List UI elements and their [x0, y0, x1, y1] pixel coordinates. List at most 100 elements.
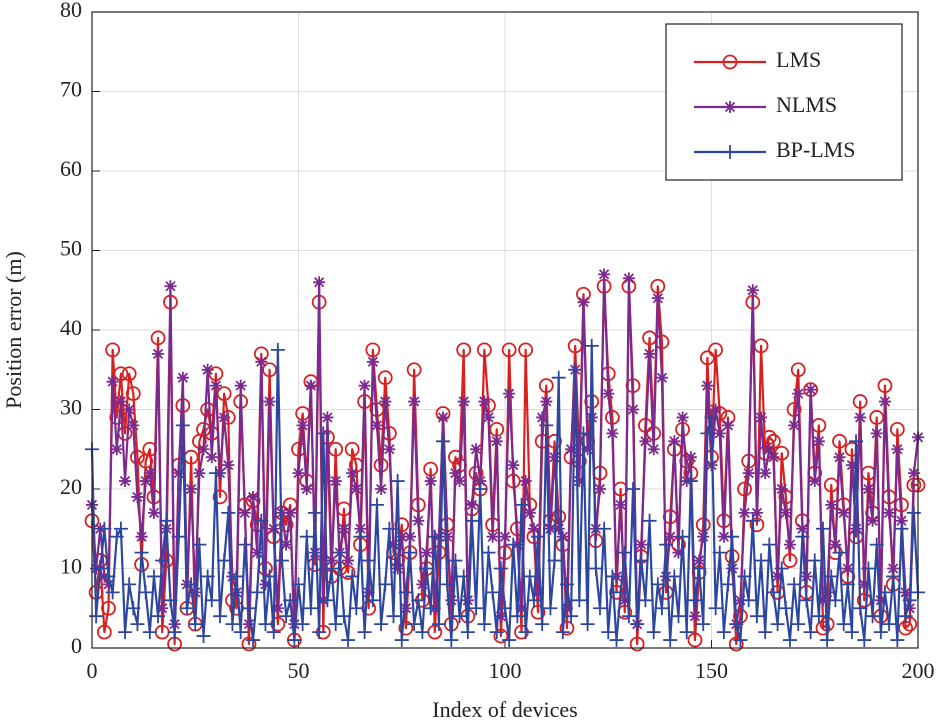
y-tick-label: 20 [60, 474, 82, 499]
marker [597, 521, 612, 536]
marker [346, 467, 359, 480]
marker [457, 395, 470, 408]
marker [143, 467, 156, 480]
marker [593, 483, 606, 495]
marker [204, 593, 219, 608]
marker [891, 443, 904, 456]
marker [618, 594, 631, 607]
plot-border [91, 11, 919, 649]
marker [259, 578, 272, 591]
marker [366, 355, 379, 368]
y-tick-label: 60 [60, 156, 82, 181]
marker [862, 483, 875, 495]
marker [617, 545, 632, 560]
marker [138, 585, 153, 600]
marker [712, 545, 727, 560]
marker [303, 601, 318, 616]
marker [493, 628, 509, 644]
marker [564, 609, 579, 624]
y-axis-label: Position error (m) [1, 251, 26, 409]
marker [726, 562, 739, 575]
marker [548, 451, 561, 464]
marker [841, 562, 854, 575]
marker [213, 609, 228, 624]
marker [97, 521, 112, 536]
marker [274, 553, 289, 568]
marker [113, 521, 128, 536]
marker [642, 513, 657, 528]
marker [796, 522, 809, 535]
marker [379, 395, 392, 408]
marker [840, 577, 855, 592]
marker [316, 426, 331, 441]
marker [241, 601, 256, 616]
marker [737, 569, 752, 584]
marker [278, 517, 294, 533]
marker [172, 467, 185, 480]
marker [782, 633, 797, 648]
marker [733, 608, 748, 624]
marker [362, 586, 375, 599]
marker [630, 617, 645, 632]
marker [530, 604, 546, 620]
marker [209, 379, 222, 392]
marker [833, 451, 846, 464]
marker [755, 411, 768, 424]
marker [200, 569, 215, 584]
marker [898, 609, 913, 624]
marker [693, 554, 706, 567]
marker [332, 545, 347, 560]
marker [493, 561, 508, 576]
marker [869, 410, 885, 425]
marker [613, 585, 628, 600]
marker [279, 609, 294, 624]
marker [724, 101, 736, 113]
marker [899, 586, 912, 599]
marker [453, 475, 466, 488]
marker [365, 593, 380, 608]
marker [502, 633, 517, 648]
marker [551, 370, 566, 385]
marker [902, 616, 918, 632]
marker [518, 625, 533, 640]
marker [592, 601, 607, 616]
marker [774, 561, 789, 576]
marker [101, 569, 116, 584]
marker [890, 633, 905, 648]
marker [337, 522, 350, 535]
marker [852, 394, 868, 409]
marker [675, 529, 690, 544]
marker [283, 593, 298, 608]
marker [119, 475, 132, 488]
marker [470, 443, 483, 456]
marker [536, 411, 549, 424]
marker [844, 625, 859, 640]
marker [127, 419, 140, 432]
marker [456, 342, 472, 358]
marker [663, 633, 678, 648]
marker [857, 633, 872, 648]
marker [448, 553, 463, 568]
marker [552, 522, 565, 535]
marker [420, 546, 433, 559]
legend: LMS NLMS BP-LMS [665, 23, 903, 181]
marker [853, 601, 868, 616]
marker [444, 633, 459, 648]
marker [746, 284, 759, 297]
marker [629, 636, 645, 652]
marker [387, 538, 400, 551]
marker [878, 395, 891, 408]
marker [692, 561, 707, 576]
marker [197, 443, 210, 456]
marker [650, 577, 665, 592]
marker [887, 562, 900, 575]
marker [125, 386, 141, 402]
marker [869, 537, 884, 552]
marker [167, 625, 182, 640]
marker [299, 529, 314, 544]
marker [262, 569, 277, 584]
marker [721, 577, 736, 592]
marker [745, 513, 760, 528]
marker [251, 546, 264, 559]
marker [734, 594, 747, 607]
